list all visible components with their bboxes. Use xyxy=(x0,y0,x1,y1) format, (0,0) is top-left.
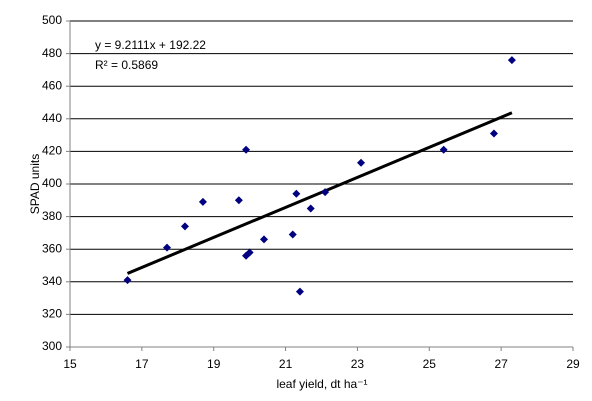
y-tick-label: 380 xyxy=(42,209,62,223)
data-point xyxy=(245,248,254,257)
x-tick-label: 25 xyxy=(423,357,437,371)
data-point xyxy=(439,145,448,154)
y-tick-label: 400 xyxy=(42,176,62,190)
y-tick-label: 500 xyxy=(42,13,62,27)
y-tick-label: 460 xyxy=(42,78,62,92)
x-tick-label: 23 xyxy=(351,357,365,371)
x-tick-label: 29 xyxy=(566,357,580,371)
data-point xyxy=(123,276,132,285)
data-point xyxy=(198,197,207,206)
data-point xyxy=(489,129,498,138)
x-tick-label: 19 xyxy=(207,357,221,371)
data-point xyxy=(306,204,315,213)
x-tick-label: 27 xyxy=(494,357,508,371)
data-point xyxy=(288,230,297,239)
y-tick-label: 340 xyxy=(42,274,62,288)
y-tick-label: 440 xyxy=(42,111,62,125)
y-tick-label: 480 xyxy=(42,46,62,60)
x-tick-label: 17 xyxy=(135,357,149,371)
data-point xyxy=(507,56,516,65)
data-point xyxy=(242,145,251,154)
y-tick-label: 300 xyxy=(42,339,62,353)
x-tick-label: 15 xyxy=(63,357,77,371)
x-axis-title: leaf yield, dt ha⁻¹ xyxy=(276,377,367,391)
data-point xyxy=(321,188,330,197)
data-point xyxy=(295,287,304,296)
trend-equation: y = 9.2111x + 192.22 xyxy=(95,38,206,52)
data-point xyxy=(260,235,269,244)
y-tick-label: 360 xyxy=(42,241,62,255)
r-squared: R² = 0.5869 xyxy=(95,58,158,72)
y-axis-title: SPAD units xyxy=(28,154,42,214)
data-point xyxy=(234,196,243,205)
data-point xyxy=(357,158,366,167)
x-tick-label: 21 xyxy=(279,357,293,371)
data-point xyxy=(180,222,189,231)
data-point xyxy=(163,243,172,252)
y-tick-label: 420 xyxy=(42,144,62,158)
y-tick-label: 320 xyxy=(42,307,62,321)
trendline xyxy=(126,111,513,275)
data-point xyxy=(292,189,301,198)
